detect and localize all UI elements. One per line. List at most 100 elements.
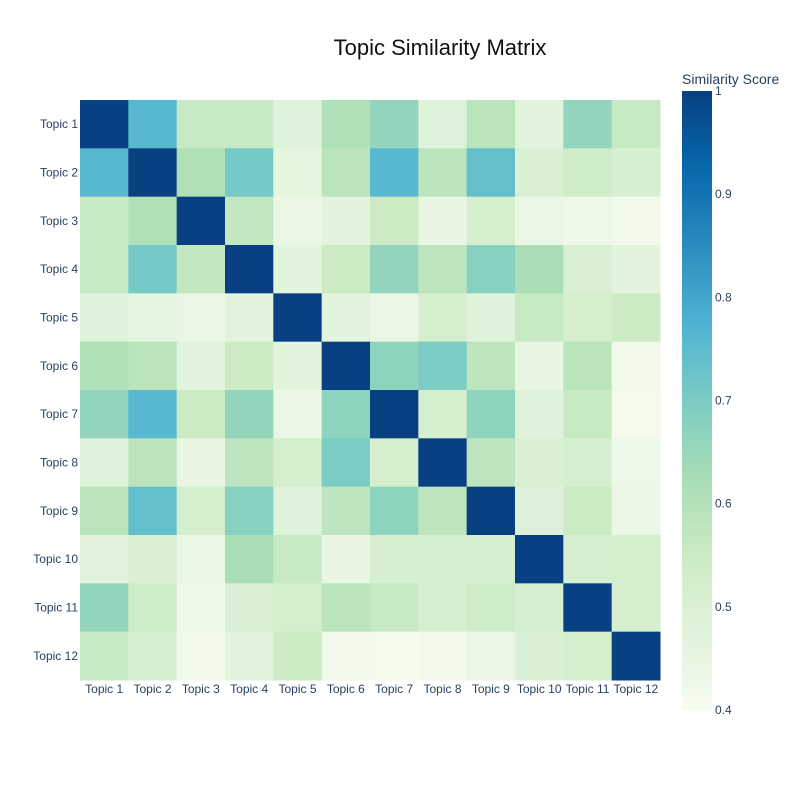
heatmap-cell [225, 438, 274, 488]
heatmap-cell [321, 148, 371, 198]
colorbar-tick-label: 1 [715, 84, 722, 98]
heatmap-cell [176, 196, 226, 246]
heatmap-cell [563, 486, 613, 536]
y-tick-label: Topic 5 [40, 311, 78, 325]
heatmap-cell [611, 245, 661, 294]
colorbar-ticks: 0.4 0.5 0.6 0.7 0.8 0.9 1 [715, 84, 732, 717]
colorbar-tick-label: 0.4 [715, 703, 732, 717]
heatmap-cell [611, 535, 661, 584]
heatmap-cell [466, 100, 516, 149]
heatmap-cell [321, 100, 371, 149]
heatmap-cell [370, 583, 419, 633]
heatmap-cell [563, 583, 613, 633]
heatmap-cell [273, 631, 323, 681]
heatmap-cell [370, 293, 419, 343]
x-tick-label: Topic 4 [230, 682, 268, 696]
heatmap-cell [176, 100, 226, 149]
heatmap-cell [225, 583, 274, 633]
heatmap-cell [273, 293, 323, 343]
heatmap-cells [80, 100, 661, 681]
colorbar [682, 91, 712, 710]
heatmap-cell [128, 196, 178, 246]
heatmap-cell [321, 486, 371, 536]
heatmap-cell [176, 535, 226, 584]
heatmap-cell [418, 486, 468, 536]
heatmap-cell [225, 293, 274, 343]
colorbar-tick-label: 0.7 [715, 394, 732, 408]
y-tick-label: Topic 4 [40, 262, 78, 276]
heatmap-cell [370, 148, 419, 198]
heatmap-cell [80, 438, 129, 488]
y-tick-label: Topic 7 [40, 407, 78, 421]
heatmap-cell [563, 390, 613, 439]
heatmap-cell [225, 341, 274, 391]
y-tick-label: Topic 10 [33, 552, 78, 566]
heatmap-cell [273, 535, 323, 584]
heatmap-cell [273, 438, 323, 488]
heatmap-cell [225, 196, 274, 246]
heatmap-cell [128, 390, 178, 439]
x-tick-label: Topic 12 [613, 682, 658, 696]
heatmap-cell [466, 293, 516, 343]
x-tick-label: Topic 7 [375, 682, 413, 696]
heatmap-cell [80, 341, 129, 391]
heatmap-cell [563, 148, 613, 198]
heatmap-cell [515, 100, 564, 149]
heatmap-cell [176, 390, 226, 439]
x-tick-label: Topic 6 [327, 682, 365, 696]
heatmap-cell [611, 438, 661, 488]
heatmap-cell [563, 438, 613, 488]
heatmap-cell [128, 245, 178, 294]
heatmap-cell [370, 196, 419, 246]
heatmap-cell [128, 535, 178, 584]
heatmap-cell [273, 100, 323, 149]
heatmap-cell [466, 148, 516, 198]
heatmap-cell [563, 245, 613, 294]
heatmap-cell [321, 535, 371, 584]
heatmap-cell [225, 486, 274, 536]
heatmap-cell [80, 583, 129, 633]
heatmap-cell [80, 148, 129, 198]
heatmap-cell [515, 486, 564, 536]
heatmap-cell [176, 438, 226, 488]
heatmap-cell [611, 148, 661, 198]
x-axis-ticks: Topic 1 Topic 2 Topic 3 Topic 4 Topic 5 Topic… [85, 682, 658, 696]
heatmap-cell [225, 631, 274, 681]
heatmap-cell [418, 583, 468, 633]
heatmap-cell [370, 486, 419, 536]
heatmap-cell [80, 631, 129, 681]
heatmap-cell [128, 486, 178, 536]
heatmap-cell [128, 583, 178, 633]
heatmap-cell [515, 148, 564, 198]
heatmap-cell [128, 100, 178, 149]
heatmap-cell [80, 535, 129, 584]
y-tick-label: Topic 1 [40, 117, 78, 131]
heatmap-cell [80, 196, 129, 246]
heatmap-cell [321, 196, 371, 246]
y-tick-label: Topic 11 [34, 601, 78, 615]
heatmap-cell [418, 100, 468, 149]
heatmap-cell [80, 245, 129, 294]
heatmap-cell [225, 100, 274, 149]
heatmap-cell [515, 583, 564, 633]
y-axis-ticks: Topic 1 Topic 2 Topic 3 Topic 4 Topic 5 Topic… [33, 117, 78, 663]
x-tick-label: Topic 10 [517, 682, 562, 696]
heatmap-cell [563, 631, 613, 681]
heatmap-cell [370, 100, 419, 149]
heatmap-cell [418, 341, 468, 391]
heatmap-cell [128, 293, 178, 343]
heatmap-cell [225, 535, 274, 584]
heatmap-cell [321, 245, 371, 294]
heatmap-cell [370, 631, 419, 681]
heatmap-cell [418, 293, 468, 343]
heatmap-cell [418, 245, 468, 294]
heatmap-cell [611, 390, 661, 439]
colorbar-tick-label: 0.8 [715, 290, 732, 304]
heatmap-cell [418, 196, 468, 246]
heatmap-cell [563, 196, 613, 246]
y-tick-label: Topic 8 [40, 456, 78, 470]
heatmap-cell [466, 196, 516, 246]
x-tick-label: Topic 5 [278, 682, 316, 696]
heatmap-cell [128, 341, 178, 391]
